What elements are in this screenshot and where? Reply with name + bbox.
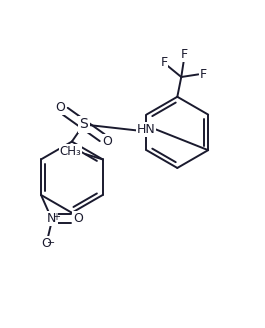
Text: F: F (200, 68, 207, 81)
Text: CH₃: CH₃ (60, 145, 82, 158)
Text: HN: HN (136, 123, 155, 136)
Text: −: − (47, 238, 55, 248)
Text: O: O (73, 212, 83, 225)
Text: F: F (180, 48, 187, 61)
Text: O: O (41, 237, 51, 250)
Text: N: N (47, 212, 56, 225)
Text: F: F (161, 56, 168, 69)
Text: O: O (103, 135, 112, 148)
Text: S: S (79, 117, 88, 132)
Text: O: O (55, 101, 65, 114)
Text: +: + (52, 212, 60, 222)
